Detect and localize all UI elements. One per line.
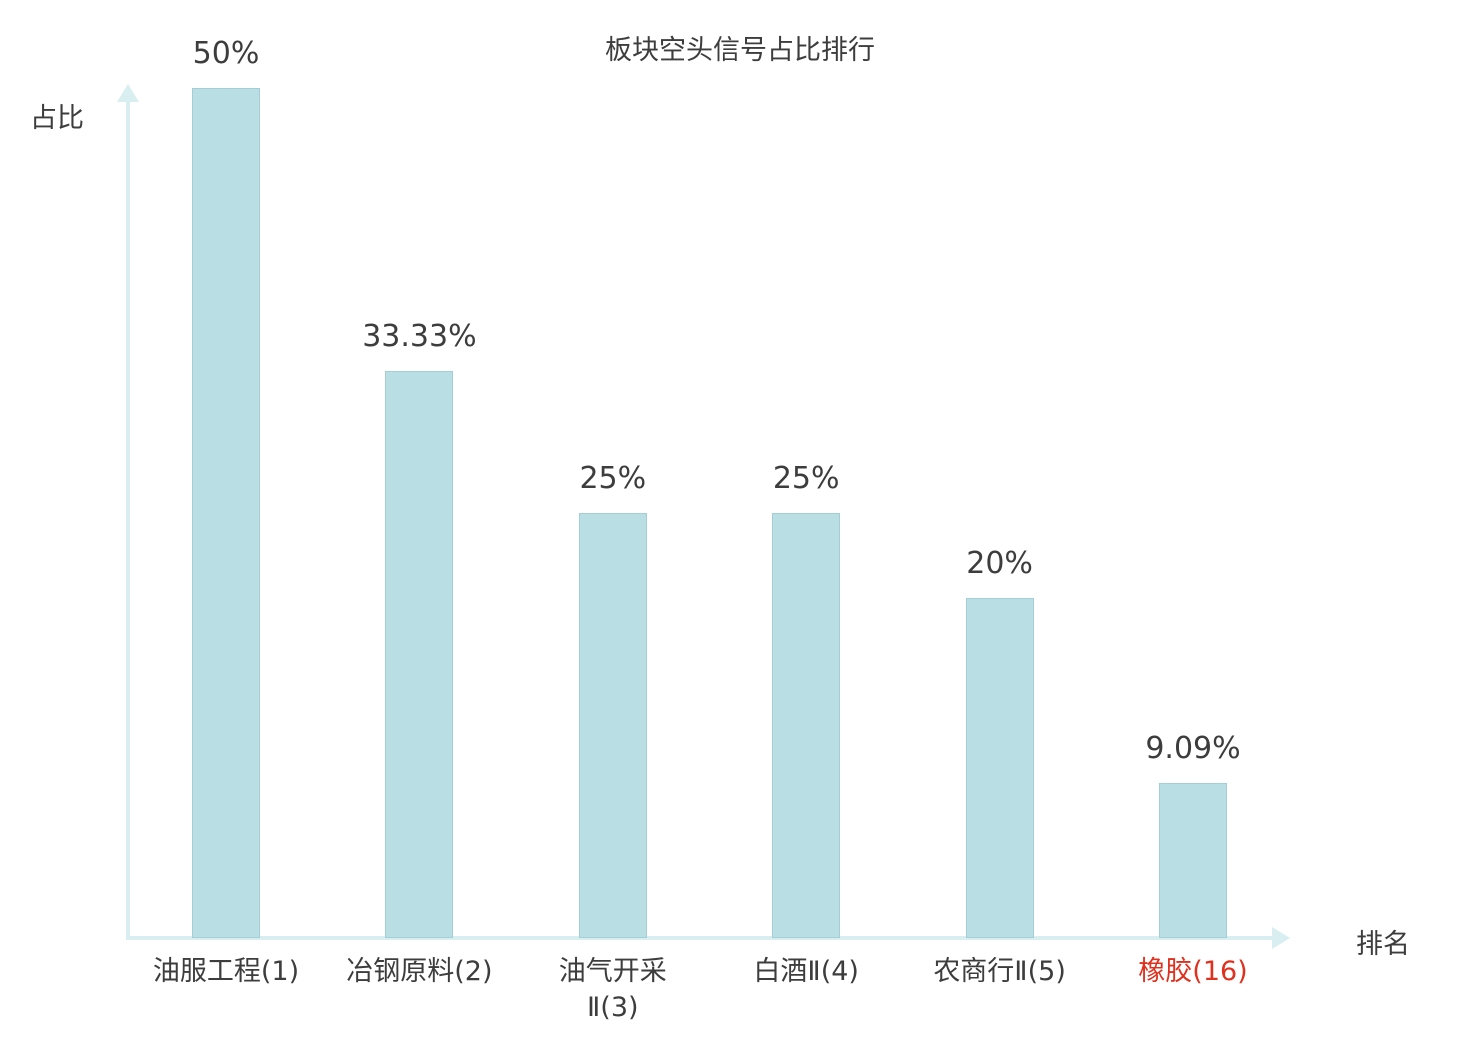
bar-value-label: 9.09% [1145,731,1241,767]
bar-value-label: 33.33% [362,319,477,355]
chart-title: 板块空头信号占比排行 [605,35,875,66]
bar-value-label: 25% [579,461,647,496]
y-axis-arrow-icon [117,84,139,102]
bar [772,513,841,938]
bar-category-label: 油气开采 Ⅱ(3) [558,956,667,1024]
bar-value-label: 20% [966,546,1033,581]
x-axis-line [126,936,1274,940]
bar [1159,783,1227,938]
bar [192,88,260,938]
bar [965,598,1034,938]
y-axis-line [126,100,130,940]
x-axis-arrow-icon [1272,927,1290,949]
x-axis-label: 排名 [1356,929,1410,960]
bar-category-label: 冶钢原料(2) [346,956,493,987]
y-axis-label: 占比 [30,103,84,134]
bar-value-label: 50% [192,36,260,71]
bar-value-label: 25% [772,461,840,496]
bar-category-label: 油服工程(1) [152,956,300,987]
bar-category-label: 橡胶(16) [1138,956,1248,987]
bar-category-label: 白酒Ⅱ(4) [753,956,859,987]
bar [578,513,647,938]
bar [385,371,454,938]
bar-category-label: 农商行Ⅱ(5) [933,956,1066,987]
